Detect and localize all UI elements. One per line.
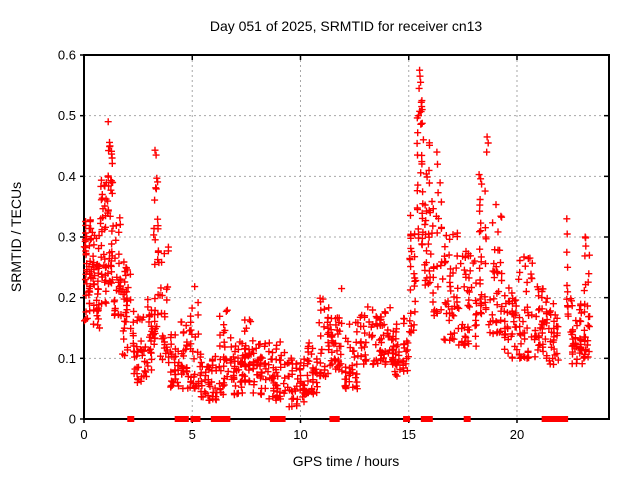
y-tick-label: 0.2 [58,290,76,305]
data-points [80,66,594,411]
x-tick-labels: 0 5 10 15 20 [80,427,524,442]
x-tick-label: 20 [510,427,524,442]
y-tick-label: 0.1 [58,351,76,366]
x-tick-label: 15 [402,427,416,442]
y-tick-label: 0 [69,412,76,427]
y-tick-label: 0.6 [58,48,76,63]
grid-lines [84,55,609,419]
y-tick-label: 0.4 [58,169,76,184]
x-axis-label: GPS time / hours [293,453,400,469]
chart-title: Day 051 of 2025, SRMTID for receiver cn1… [210,18,483,34]
y-tick-label: 0.5 [58,108,76,123]
baseline-flag-markers [127,416,569,422]
y-axis-label: SRMTID / TECUs [8,182,24,292]
y-tick-label: 0.3 [58,230,76,245]
x-tick-label: 10 [293,427,307,442]
x-tick-label: 0 [80,427,87,442]
x-tick-label: 5 [189,427,196,442]
y-tick-labels: 0 0.1 0.2 0.3 0.4 0.5 0.6 [58,48,76,427]
